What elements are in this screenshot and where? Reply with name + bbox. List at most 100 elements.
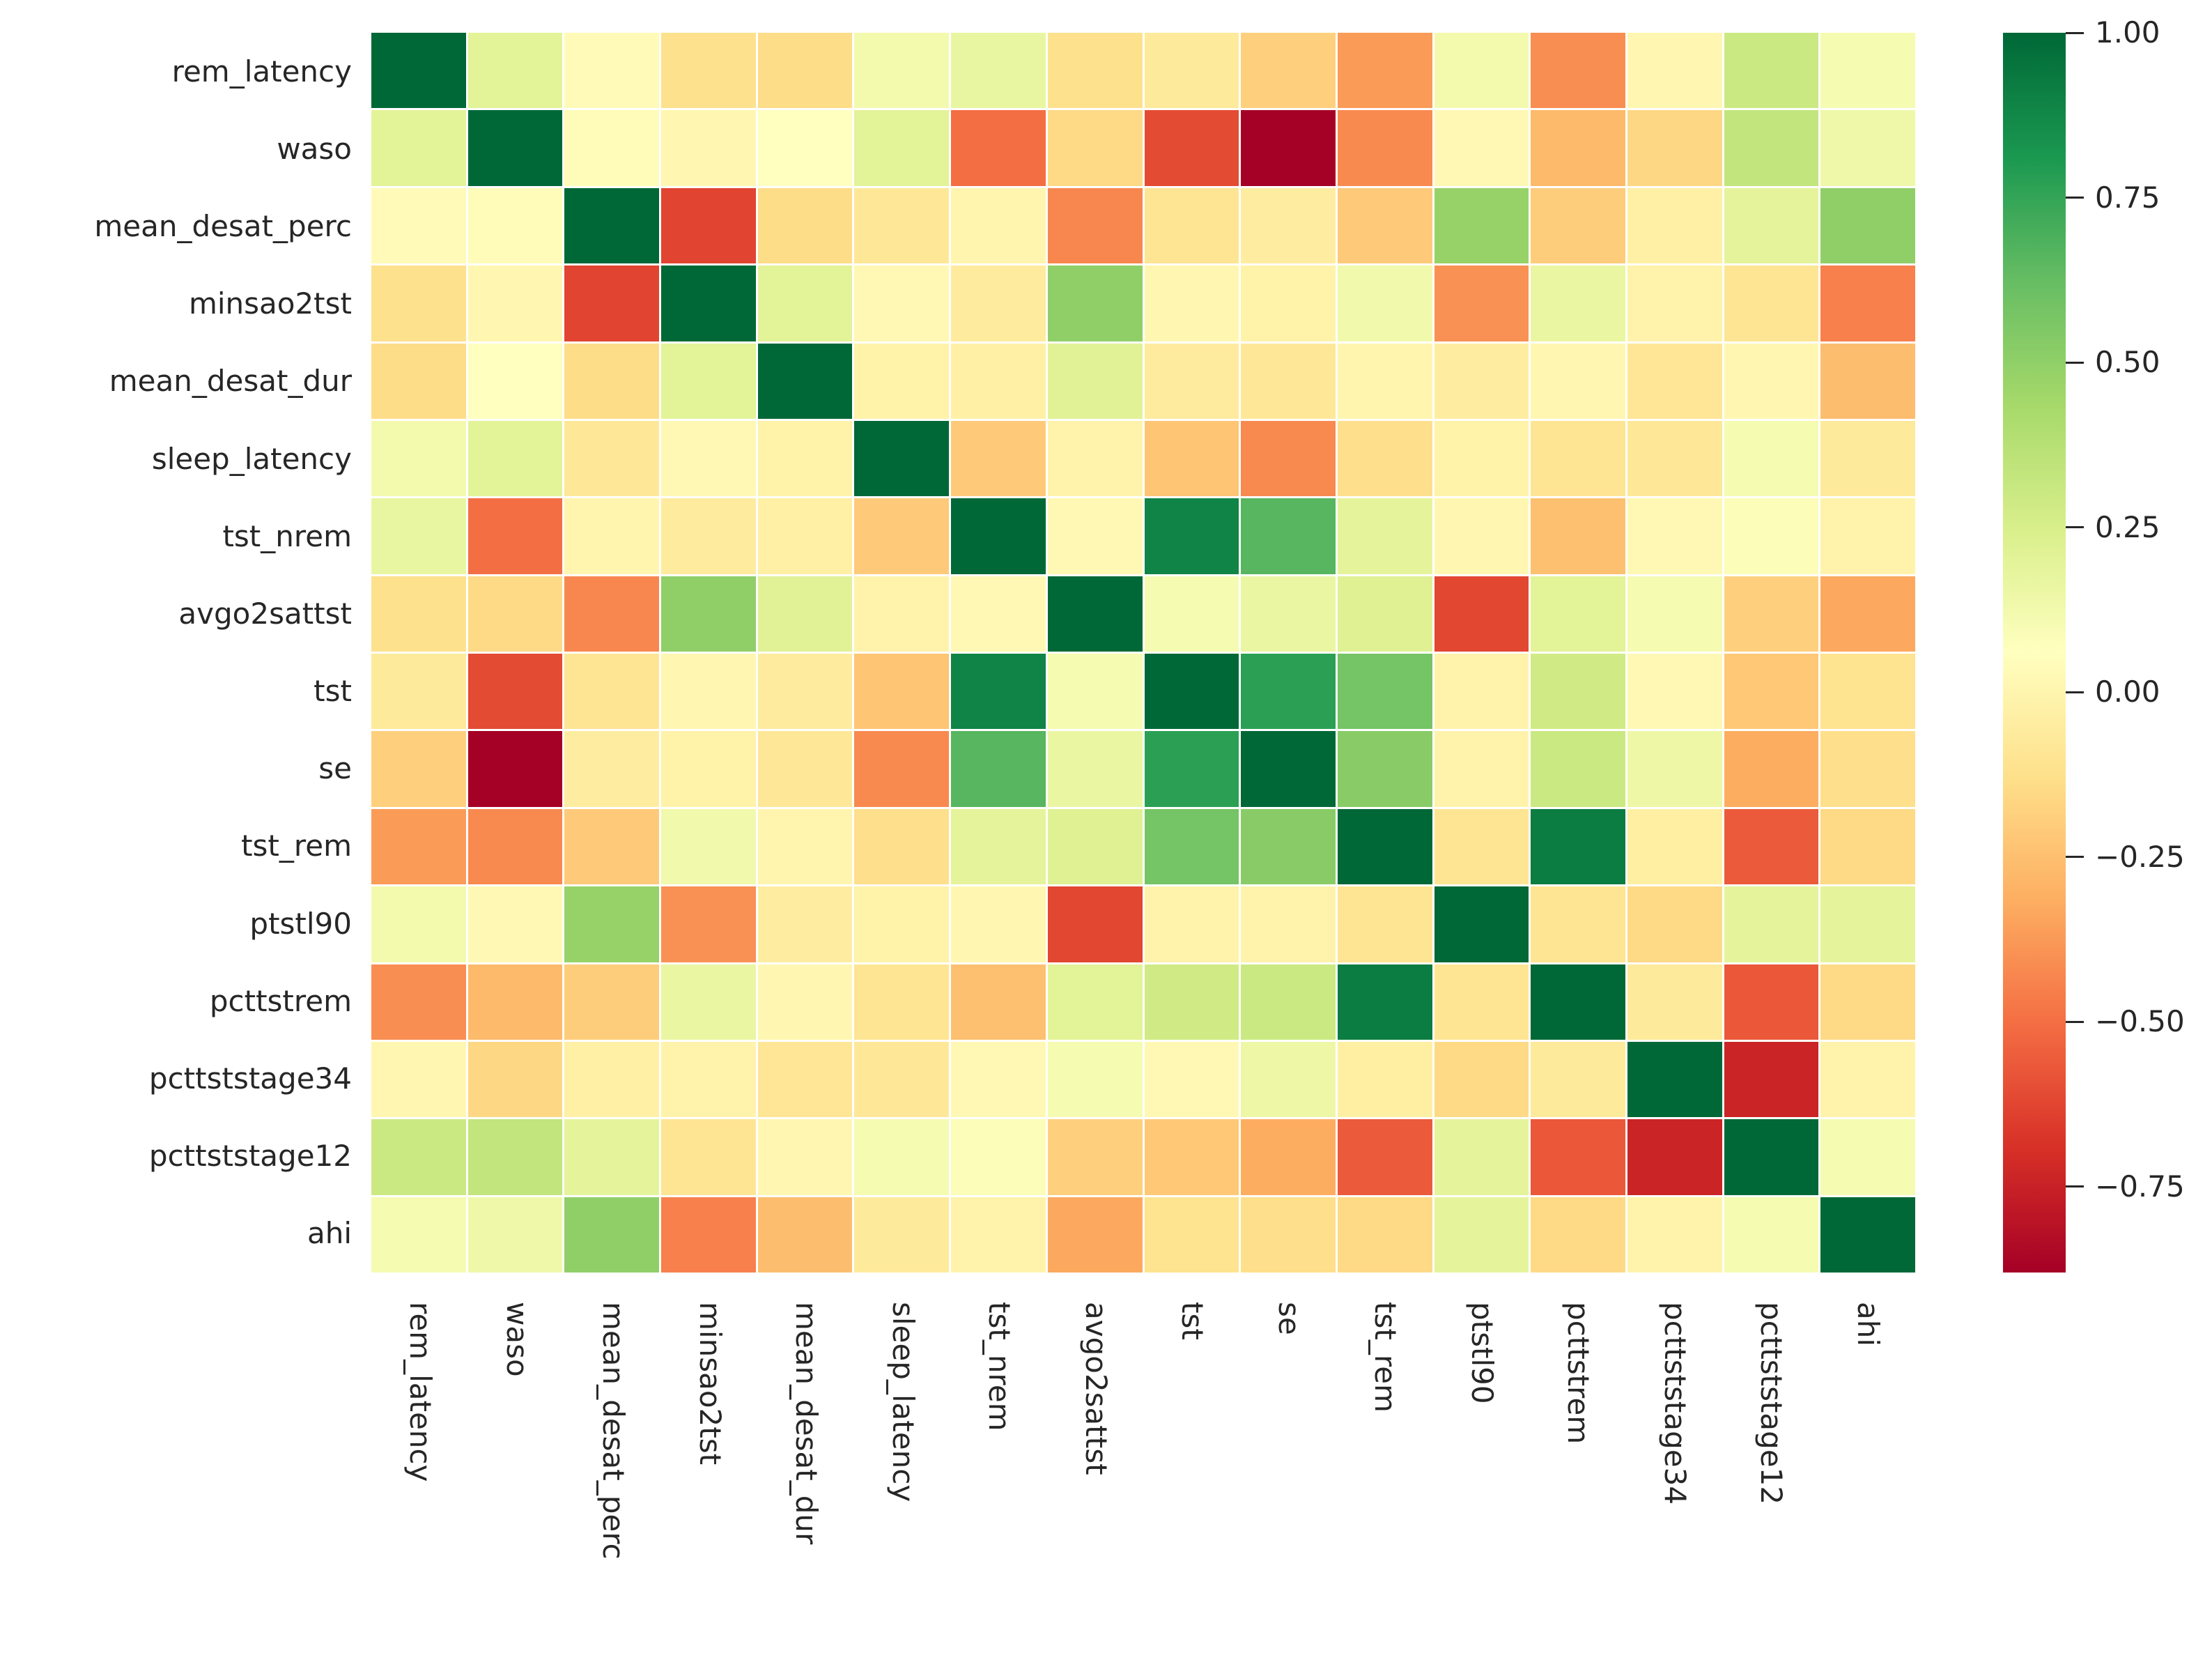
heatmap-cell bbox=[371, 576, 466, 652]
heatmap-cell bbox=[1531, 808, 1625, 885]
y-tick-label: se bbox=[318, 751, 352, 786]
heatmap-cell bbox=[1724, 1119, 1819, 1195]
heatmap-cell bbox=[1434, 731, 1529, 807]
heatmap-cell bbox=[1144, 731, 1239, 807]
heatmap-cell bbox=[1531, 498, 1625, 574]
heatmap-cell bbox=[1724, 654, 1819, 730]
heatmap-cell bbox=[1627, 1197, 1722, 1273]
heatmap-cell bbox=[1047, 1119, 1143, 1195]
heatmap-cell bbox=[564, 498, 660, 574]
heatmap-cell bbox=[1241, 1041, 1336, 1118]
heatmap-cell bbox=[951, 964, 1046, 1040]
y-tick-label: ahi bbox=[307, 1216, 352, 1251]
heatmap-cell bbox=[951, 1041, 1046, 1118]
heatmap-cell bbox=[1241, 498, 1336, 574]
heatmap-cell bbox=[854, 654, 950, 730]
heatmap-cell bbox=[1337, 110, 1432, 186]
heatmap-cell bbox=[1337, 964, 1432, 1040]
heatmap-cell bbox=[1627, 266, 1722, 341]
heatmap-cell bbox=[1434, 1197, 1529, 1273]
heatmap-cell bbox=[564, 187, 660, 264]
heatmap-cell bbox=[1724, 343, 1819, 419]
heatmap-cell bbox=[564, 420, 660, 497]
heatmap-cell bbox=[371, 110, 466, 186]
heatmap-cell bbox=[1337, 33, 1432, 109]
heatmap-cell bbox=[1144, 576, 1239, 652]
heatmap-cell bbox=[757, 498, 853, 574]
heatmap-cell bbox=[1144, 110, 1239, 186]
heatmap-cell bbox=[1241, 731, 1336, 807]
heatmap-cell bbox=[467, 1119, 563, 1195]
heatmap-cell bbox=[661, 33, 756, 109]
heatmap-cell bbox=[467, 886, 563, 962]
heatmap-cell bbox=[854, 964, 950, 1040]
heatmap-cell bbox=[1144, 654, 1239, 730]
colorbar-tick-mark bbox=[2066, 526, 2084, 529]
heatmap-cell bbox=[951, 187, 1046, 264]
heatmap-cell bbox=[1434, 110, 1529, 186]
colorbar-tick-mark bbox=[2066, 361, 2084, 364]
heatmap-cell bbox=[951, 343, 1046, 419]
colorbar-tick-label: 0.75 bbox=[2095, 180, 2160, 215]
x-tick-label: se bbox=[1271, 1302, 1306, 1335]
heatmap-cell bbox=[951, 420, 1046, 497]
heatmap-cell bbox=[467, 1197, 563, 1273]
heatmap-cell bbox=[1241, 266, 1336, 341]
heatmap-cell bbox=[371, 266, 466, 341]
heatmap-cell bbox=[1531, 576, 1625, 652]
heatmap-cell bbox=[467, 731, 563, 807]
heatmap-cell bbox=[1820, 731, 1915, 807]
heatmap-cell bbox=[1337, 498, 1432, 574]
x-tick-label: pcttstrem bbox=[1561, 1302, 1596, 1445]
heatmap-cell bbox=[1434, 343, 1529, 419]
heatmap-cell bbox=[564, 266, 660, 341]
heatmap-cell bbox=[1337, 420, 1432, 497]
heatmap-cell bbox=[854, 343, 950, 419]
heatmap-cell bbox=[661, 343, 756, 419]
y-tick-label: mean_desat_dur bbox=[109, 364, 352, 399]
heatmap-cell bbox=[661, 731, 756, 807]
heatmap-cell bbox=[467, 964, 563, 1040]
colorbar-tick-mark bbox=[2066, 31, 2084, 34]
heatmap-cell bbox=[661, 420, 756, 497]
heatmap-cell bbox=[371, 654, 466, 730]
heatmap-cell bbox=[564, 886, 660, 962]
colorbar-tick-label: −0.75 bbox=[2095, 1169, 2185, 1204]
heatmap-cell bbox=[1337, 1119, 1432, 1195]
heatmap-cell bbox=[661, 266, 756, 341]
x-tick-label: pcttststage34 bbox=[1657, 1302, 1692, 1505]
heatmap-cell bbox=[1047, 420, 1143, 497]
heatmap-cell bbox=[1820, 266, 1915, 341]
heatmap-cell bbox=[1531, 1119, 1625, 1195]
heatmap-cell bbox=[467, 576, 563, 652]
heatmap-cell bbox=[564, 1197, 660, 1273]
heatmap-cell bbox=[661, 1197, 756, 1273]
heatmap-cell bbox=[1724, 964, 1819, 1040]
heatmap-cell bbox=[1434, 808, 1529, 885]
heatmap-cell bbox=[467, 808, 563, 885]
heatmap-cell bbox=[1724, 266, 1819, 341]
heatmap-cell bbox=[1627, 731, 1722, 807]
heatmap-cell bbox=[1531, 187, 1625, 264]
heatmap-cell bbox=[1820, 808, 1915, 885]
y-tick-label: sleep_latency bbox=[151, 441, 352, 476]
heatmap-cell bbox=[661, 576, 756, 652]
y-tick-label: tst_nrem bbox=[222, 518, 352, 553]
heatmap-cell bbox=[564, 33, 660, 109]
heatmap-cell bbox=[1047, 187, 1143, 264]
heatmap-cell bbox=[467, 266, 563, 341]
heatmap-cell bbox=[467, 343, 563, 419]
heatmap-cell bbox=[1820, 886, 1915, 962]
heatmap-cell bbox=[854, 266, 950, 341]
heatmap-cell bbox=[1337, 1041, 1432, 1118]
x-tick-label: waso bbox=[500, 1302, 534, 1377]
heatmap-cell bbox=[951, 1197, 1046, 1273]
heatmap-cell bbox=[1144, 498, 1239, 574]
y-tick-label: tst_rem bbox=[241, 829, 352, 863]
heatmap-cell bbox=[951, 1119, 1046, 1195]
x-tick-label: ptstl90 bbox=[1464, 1302, 1499, 1404]
heatmap-cell bbox=[951, 498, 1046, 574]
heatmap-cell bbox=[467, 654, 563, 730]
y-tick-label: minsao2tst bbox=[188, 286, 352, 321]
